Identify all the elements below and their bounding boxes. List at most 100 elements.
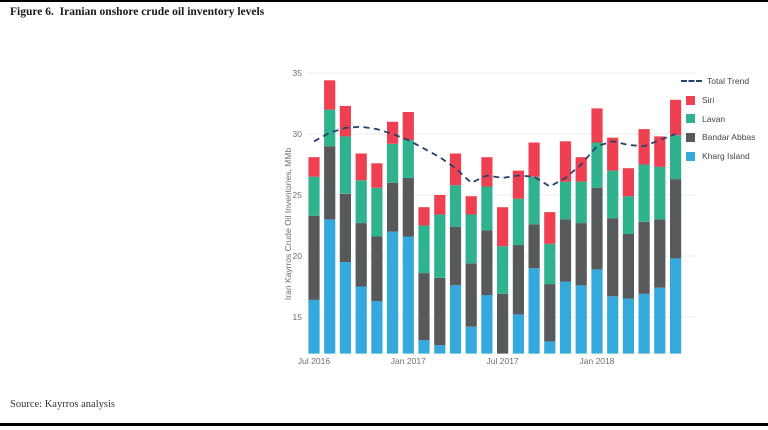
bar-segment <box>622 196 634 234</box>
bar-segment <box>449 285 462 354</box>
bar-segment <box>654 136 666 167</box>
bar-segment <box>591 142 603 188</box>
bar-segment <box>607 170 619 219</box>
bar-segment <box>575 285 587 354</box>
top-rule <box>0 0 768 2</box>
bar-segment <box>324 219 336 354</box>
bar-segment <box>387 231 399 354</box>
bar-segment <box>481 157 493 187</box>
bar-segment <box>402 177 414 237</box>
legend-item-kharg-island: Kharg Island <box>686 147 755 166</box>
legend-label: Lavan <box>702 113 726 124</box>
bar-segment <box>544 243 556 285</box>
bar-segment <box>654 219 666 288</box>
bar-segment <box>638 293 650 354</box>
bar-segment <box>339 193 351 263</box>
bar-segment <box>670 179 682 259</box>
bar-segment <box>512 314 524 354</box>
y-axis-title: Iran Kayrros Crude Oil Inventories, MMb <box>283 147 293 301</box>
bar-segment <box>497 207 509 247</box>
bar-segment <box>402 236 414 354</box>
bar-segment <box>324 146 336 220</box>
bar-segment <box>670 135 682 180</box>
legend: Total Trend Siri Lavan Bandar Abbas Khar… <box>681 72 756 166</box>
bar-segment <box>512 198 524 246</box>
bar-segment <box>465 263 477 327</box>
bar-segment <box>418 340 430 354</box>
figure-title: Figure 6. Iranian onshore crude oil inve… <box>10 6 265 18</box>
y-axis-ticks: 15 20 25 30 35 <box>293 68 303 322</box>
bar-segment <box>434 195 446 215</box>
bar-segment <box>591 269 603 354</box>
bar-segment <box>654 166 666 220</box>
bar-segment <box>449 153 462 186</box>
bars <box>308 80 682 354</box>
bar-segment <box>465 214 477 264</box>
bar-segment <box>418 273 430 341</box>
bar-segment <box>371 163 383 188</box>
bar-segment <box>544 212 556 244</box>
y-tick-label: 30 <box>293 129 303 139</box>
bar-segment <box>402 140 414 178</box>
bar-segment <box>355 153 367 181</box>
bar-segment <box>481 295 493 354</box>
legend-label: Total Trend <box>707 76 750 87</box>
bar-segment <box>528 176 540 225</box>
bar-segment <box>559 219 572 282</box>
bar-segment <box>355 180 367 224</box>
bar-segment <box>575 223 587 286</box>
y-tick-label: 25 <box>293 190 303 200</box>
bar-segment <box>465 196 477 215</box>
bar-segment <box>449 226 462 286</box>
dashed-line-swatch-icon <box>681 80 702 83</box>
bar-segment <box>371 187 383 237</box>
bar-segment <box>449 185 462 227</box>
x-tick-label: Jan 2017 <box>391 356 426 366</box>
bar-segment <box>607 296 619 354</box>
bar-segment <box>497 246 509 294</box>
bar-segment <box>308 157 320 177</box>
bandar-abbas-swatch-icon <box>686 132 695 142</box>
bar-segment <box>622 168 634 197</box>
bar-segment <box>512 170 524 199</box>
bar-segment <box>387 182 399 232</box>
bar-segment <box>559 181 572 220</box>
source-note: Source: Kayrros analysis <box>10 399 115 410</box>
bar-segment <box>434 214 446 278</box>
bar-segment <box>544 284 556 342</box>
bar-segment <box>387 121 399 144</box>
bar-segment <box>465 326 477 354</box>
bar-segment <box>622 298 634 354</box>
bar-segment <box>607 137 619 171</box>
bar-segment <box>371 236 383 302</box>
bar-segment <box>355 286 367 354</box>
bar-segment <box>670 99 682 136</box>
bar-segment <box>355 223 367 287</box>
bar-segment <box>434 345 446 354</box>
x-tick-label: Jan 2018 <box>580 356 615 366</box>
kharg-island-swatch-icon <box>686 151 695 161</box>
bar-segment <box>591 108 603 143</box>
y-tick-label: 20 <box>293 251 303 261</box>
bar-segment <box>528 268 540 354</box>
bar-segment <box>418 207 430 226</box>
bar-segment <box>308 215 320 300</box>
bar-segment <box>559 281 572 354</box>
bar-segment <box>544 341 556 354</box>
legend-item-total-trend: Total Trend <box>681 72 755 91</box>
x-tick-label: Jul 2016 <box>298 356 330 366</box>
bar-segment <box>418 225 430 274</box>
bar-segment <box>575 157 587 182</box>
bar-segment <box>622 234 634 299</box>
bar-segment <box>670 258 682 354</box>
bar-segment <box>481 230 493 296</box>
bar-segment <box>371 301 383 354</box>
x-tick-label: Jul 2017 <box>487 356 519 366</box>
legend-label: Bandar Abbas <box>702 132 756 143</box>
siri-swatch-icon <box>686 95 695 105</box>
bar-segment <box>434 278 446 346</box>
bar-segment <box>559 141 572 182</box>
bar-segment <box>575 181 587 224</box>
bar-segment <box>497 293 509 354</box>
